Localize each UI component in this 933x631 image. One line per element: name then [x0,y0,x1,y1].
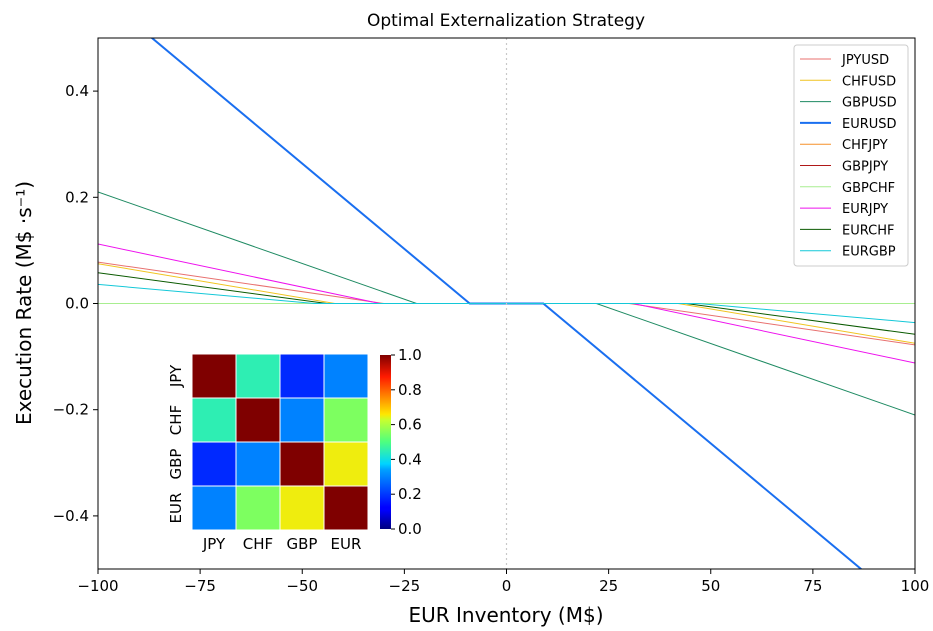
y-tick-label: 0.2 [65,188,89,206]
heatmap-col-label: EUR [331,535,362,553]
legend-entry-label: CHFUSD [842,74,896,89]
heatmap-cell [235,353,281,399]
heatmap-row-label: JPY [167,364,185,388]
legend-entry-label: GBPUSD [842,96,897,111]
y-axis-ticks: −0.4 −0.2 0.0 0.2 0.4 [53,82,98,525]
colorbar-tick-label: 0.6 [398,416,422,434]
x-tick-label: 25 [599,577,618,595]
colorbar-tick-label: 1.0 [398,346,422,364]
heatmap-cell [191,485,237,531]
x-tick-label: −50 [286,577,318,595]
legend-frame [793,44,909,267]
colorbar-tick-label: 0.8 [398,381,422,399]
heatmap-cell [235,397,281,443]
heatmap-row-label: GBP [167,449,185,480]
legend-entry-label: EURCHF [842,223,894,238]
colorbar-gradient [380,355,391,529]
x-axis-label: EUR Inventory (M$) [409,603,604,627]
x-tick-label: 75 [803,577,822,595]
heatmap-row-label: CHF [167,405,185,435]
heatmap-cell [323,397,369,443]
heatmap-cell [323,353,369,399]
legend-entry-label: EURUSD [842,117,897,132]
x-tick-label: 50 [701,577,720,595]
legend-entry-label: EURGBP [842,245,896,260]
chart-title: Optimal Externalization Strategy [367,11,645,31]
heatmap-row-label: EUR [167,493,185,524]
heatmap-cell [279,353,325,399]
heatmap-cell [279,485,325,531]
x-tick-label: −75 [184,577,216,595]
y-tick-label: 0.0 [65,295,89,313]
correlation-heatmap: JPY CHF GBP EUR JPY CHF GBP EUR [167,353,369,553]
x-tick-label: 100 [901,577,930,595]
x-tick-label: −25 [389,577,421,595]
heatmap-cell [323,441,369,487]
heatmap-cell [279,397,325,443]
y-tick-label: −0.2 [53,401,89,419]
legend-entry-label: EURJPY [842,202,888,217]
colorbar-tick-label: 0.0 [398,520,422,538]
colorbar-tick-label: 0.4 [398,450,422,468]
heatmap-cell [191,353,237,399]
heatmap-col-label: CHF [243,535,273,553]
heatmap-cell [279,441,325,487]
y-axis-label: Execution Rate (M$ ·s⁻¹) [12,181,36,425]
colorbar: 0.0 0.2 0.4 0.6 0.8 1.0 [380,346,422,538]
legend: JPYUSD CHFUSD GBPUSD EURUSD CHFJPY GBPJPY GBPC… [793,44,909,267]
heatmap-cell [323,485,369,531]
heatmap-col-label: JPY [202,535,226,553]
heatmap-cell [191,397,237,443]
legend-entry-label: GBPCHF [842,181,895,196]
y-tick-label: −0.4 [53,507,89,525]
heatmap-cell [191,441,237,487]
heatmap-cell [235,441,281,487]
y-tick-label: 0.4 [65,82,89,100]
heatmap-col-label: GBP [287,535,318,553]
heatmap-cell [235,485,281,531]
x-tick-label: −100 [77,577,118,595]
colorbar-tick-label: 0.2 [398,485,422,503]
legend-entry-label: JPYUSD [841,53,889,68]
legend-entry-label: CHFJPY [842,138,888,153]
legend-entry-label: GBPJPY [842,160,888,175]
x-axis-ticks: −100 −75 −50 −25 0 25 50 75 100 [77,569,929,595]
x-tick-label: 0 [502,577,512,595]
